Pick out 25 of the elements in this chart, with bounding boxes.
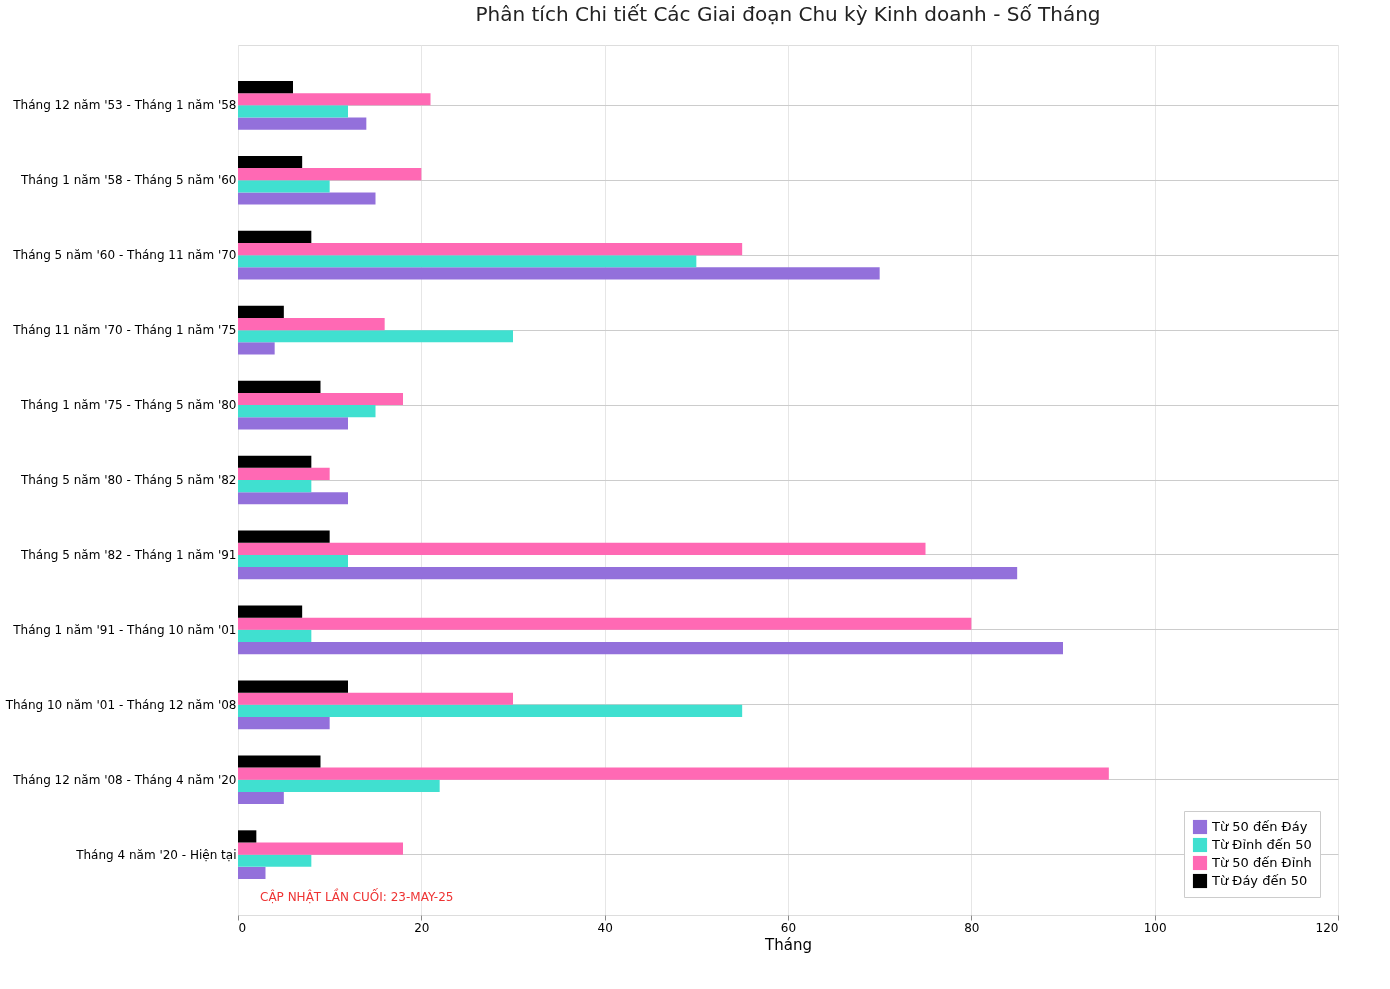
y-tick-label: Tháng 10 năm '01 - Tháng 12 năm '08 <box>4 697 237 712</box>
y-tick-label: Tháng 12 năm '53 - Tháng 1 năm '58 <box>12 98 237 113</box>
legend-label: Từ Đáy đến 50 <box>1211 873 1308 888</box>
y-tick-label: Tháng 5 năm '60 - Tháng 11 năm '70 <box>12 248 237 263</box>
x-tick-label: 100 <box>1143 920 1167 935</box>
x-axis-title: Tháng <box>764 935 812 954</box>
y-tick-label: Tháng 5 năm '80 - Tháng 5 năm '82 <box>19 473 237 487</box>
annotation: CẬP NHẬT LẦN CUỐI: 23-MAY-25 <box>260 888 454 904</box>
y-tick-label: Tháng 12 năm '08 - Tháng 4 năm '20 <box>12 772 237 787</box>
legend-label: Từ 50 đến Đỉnh <box>1211 855 1312 870</box>
y-tick-label: Tháng 1 năm '91 - Tháng 10 năm '01 <box>12 622 237 637</box>
y-tick-label: Tháng 11 năm '70 - Tháng 1 năm '75 <box>12 323 237 338</box>
x-tick-label: 40 <box>597 920 613 935</box>
chart-title: Phân tích Chi tiết Các Giai đoạn Chu kỳ Kinh doanh - Số Tháng <box>475 2 1101 26</box>
y-tick-label: Tháng 4 năm '20 - Hiện tại <box>75 847 237 862</box>
x-tick-label: 80 <box>964 920 980 935</box>
y-tick-label: Tháng 1 năm '58 - Tháng 5 năm '60 <box>19 173 237 188</box>
y-tick-label: Tháng 1 năm '75 - Tháng 5 năm '80 <box>19 398 237 413</box>
x-tick-label: 120 <box>1315 920 1339 935</box>
legend-label: Từ 50 đến Đáy <box>1211 819 1308 834</box>
x-tick-label: 60 <box>780 920 797 935</box>
legend-label: Từ Đỉnh đến 50 <box>1211 837 1312 852</box>
x-tick-label: 0 <box>238 920 247 935</box>
x-tick-label: 20 <box>414 920 430 935</box>
y-tick-label: Tháng 5 năm '82 - Tháng 1 năm '91 <box>19 547 237 562</box>
